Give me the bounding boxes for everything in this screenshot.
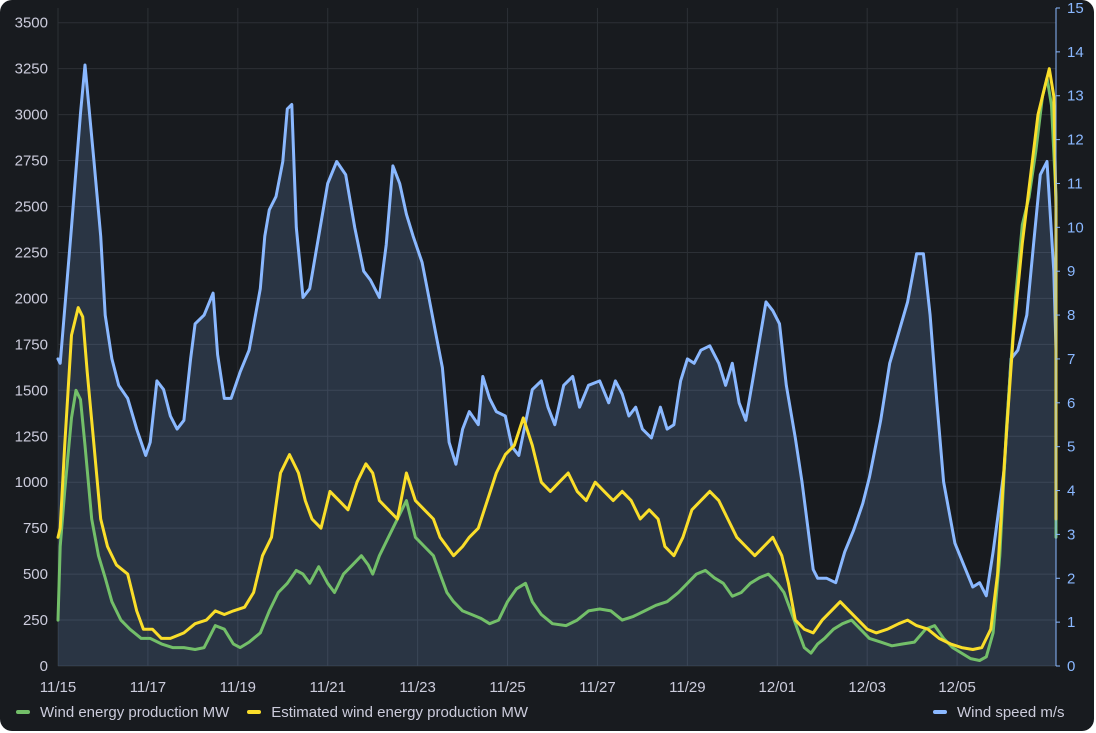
y-axis-left: 0 250 500 750 1000 1250 1500 1750 2000 2250 2500 27… [15,15,48,675]
y-left-tick-label: 500 [23,566,48,583]
y-left-tick-label: 2000 [15,290,48,307]
y-right-tick-label: 2 [1067,570,1075,587]
grid-lines [57,8,1056,667]
y-left-tick-label: 2500 [15,199,48,216]
y-right-tick-label: 11 [1067,175,1083,192]
y-left-tick-label: 2750 [15,153,48,170]
series-area-0 [58,65,1056,666]
y-left-tick-label: 1250 [15,428,48,445]
y-left-tick-label: 3500 [15,15,48,32]
x-tick-label: 12/03 [848,679,886,696]
x-tick-label: 11/23 [399,679,435,696]
series-line-1 [56,76,1058,662]
y-left-tick-label: 2250 [15,244,48,261]
legend-label: Wind energy production MW [40,703,230,721]
legend-right: Wind speed m/s [933,701,1065,723]
series-line-0 [56,63,1058,598]
chart-canvas: 0250500750100012501500175020002250250027… [15,0,1084,696]
y-right-tick-label: 0 [1067,658,1075,675]
y-right-tick-label: 15 [1067,0,1084,17]
x-tick-label: 11/27 [579,679,615,696]
legend-label: Estimated wind energy production MW [271,703,529,721]
x-tick-label: 11/19 [220,679,256,696]
y-left-tick-label: 250 [23,612,48,629]
x-tick-label: 11/17 [130,679,166,696]
y-left-tick-label: 750 [23,520,48,537]
y-right-tick-label: 9 [1067,263,1075,280]
y-left-tick-label: 1000 [15,474,48,491]
y-right-tick-label: 13 [1067,88,1084,105]
x-tick-label: 11/25 [489,679,525,696]
y-left-tick-label: 0 [40,658,48,675]
y-right-tick-label: 14 [1067,44,1084,61]
y-right-tick-label: 6 [1067,395,1075,412]
series-line-2 [56,67,1058,651]
legend-left: Wind energy production MW Estimated wind… [16,701,546,723]
y-left-tick-label: 3250 [15,61,48,78]
y-right-tick-label: 5 [1067,439,1075,456]
legend-item-wind-speed[interactable]: Wind speed m/s [933,704,1065,721]
x-tick-label: 12/05 [938,679,976,696]
y-right-tick-label: 10 [1067,219,1084,236]
x-tick-label: 11/15 [40,679,76,696]
x-tick-label: 11/29 [669,679,705,696]
y-left-tick-label: 3000 [15,107,48,124]
legend-label: Wind speed m/s [957,703,1065,721]
series-layer [56,63,1058,666]
y-right-tick-label: 4 [1067,483,1075,500]
y-right-tick-label: 8 [1067,307,1075,324]
x-tick-label: 11/21 [310,679,346,696]
y-right-tick-label: 7 [1067,351,1075,368]
x-tick-label: 12/01 [759,679,797,696]
y-right-tick-label: 1 [1067,614,1075,631]
y-left-tick-label: 1750 [15,336,48,353]
y-left-tick-label: 1500 [15,382,48,399]
y-right-tick-label: 12 [1067,132,1084,149]
legend-item-wind-production[interactable]: Wind energy production MW [16,704,229,721]
x-axis: 11/15 11/17 11/19 11/21 11/23 11/25 11/27 11/29… [40,679,976,696]
legend-item-estimated-production[interactable]: Estimated wind energy production MW [247,704,528,721]
legend-swatch-green [16,710,30,714]
legend-swatch-yellow [247,710,262,714]
legend-swatch-blue [933,710,947,714]
y-right-tick-label: 3 [1067,526,1075,543]
